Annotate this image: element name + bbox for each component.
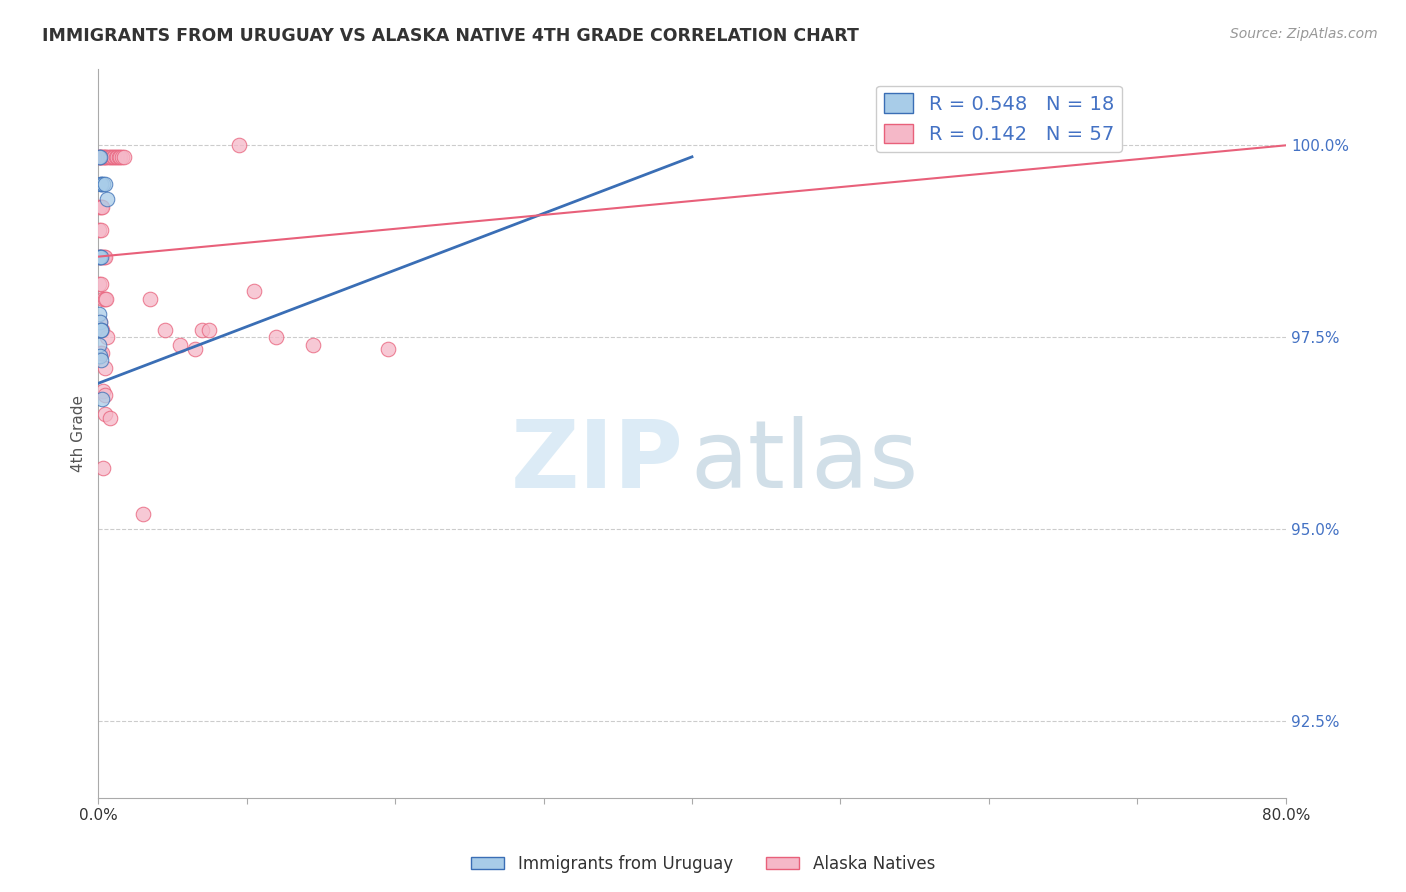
Point (90, 223, 112, 237)
Point (89, 150, 111, 164)
Point (96, 292, 118, 306)
Point (89, 277, 111, 291)
Point (96, 150, 118, 164)
Point (94, 177, 117, 191)
Point (90, 323, 112, 337)
Point (89, 338, 111, 352)
Point (90, 323, 112, 337)
Point (91, 384, 114, 398)
Point (90, 345, 112, 359)
Point (104, 150, 127, 164)
Point (93, 150, 115, 164)
Point (89, 315, 111, 329)
Point (105, 150, 128, 164)
Point (90, 353, 112, 368)
Point (89, 223, 111, 237)
Point (183, 342, 205, 356)
Text: atlas: atlas (690, 417, 920, 508)
Point (103, 150, 125, 164)
Point (198, 323, 221, 337)
Point (91, 250, 114, 264)
Point (100, 150, 122, 164)
Point (264, 330, 287, 344)
Point (91, 150, 114, 164)
Point (110, 150, 132, 164)
Point (94, 407, 117, 421)
Point (91, 200, 114, 214)
Point (90, 250, 112, 264)
Point (89, 150, 111, 164)
Point (90, 200, 112, 214)
Point (90, 277, 112, 291)
Point (243, 284, 266, 298)
Point (112, 150, 135, 164)
Text: IMMIGRANTS FROM URUGUAY VS ALASKA NATIVE 4TH GRADE CORRELATION CHART: IMMIGRANTS FROM URUGUAY VS ALASKA NATIVE… (42, 27, 859, 45)
Point (101, 150, 124, 164)
Point (96, 330, 118, 344)
Text: ZIP: ZIP (510, 417, 683, 508)
Point (90, 150, 112, 164)
Point (90, 177, 112, 191)
Point (377, 342, 399, 356)
Point (228, 138, 250, 153)
Point (89, 250, 111, 264)
Point (89, 350, 111, 364)
Point (89, 307, 111, 321)
Point (91, 392, 114, 406)
Point (91, 460, 114, 475)
Point (89, 250, 111, 264)
Point (97, 150, 120, 164)
Point (96, 192, 118, 206)
Point (93, 250, 115, 264)
Point (89, 250, 111, 264)
Y-axis label: 4th Grade: 4th Grade (72, 395, 86, 472)
Point (89, 345, 111, 359)
Point (91, 323, 114, 337)
Point (94, 250, 117, 264)
Point (94, 361, 117, 376)
Text: Source: ZipAtlas.com: Source: ZipAtlas.com (1230, 27, 1378, 41)
Point (191, 323, 214, 337)
Legend: Immigrants from Uruguay, Alaska Natives: Immigrants from Uruguay, Alaska Natives (464, 848, 942, 880)
Point (93, 292, 115, 306)
Point (89, 150, 111, 164)
Point (91, 177, 114, 191)
Point (98, 150, 121, 164)
Legend: R = 0.548   N = 18, R = 0.142   N = 57: R = 0.548 N = 18, R = 0.142 N = 57 (876, 86, 1122, 152)
Point (90, 177, 112, 191)
Point (89, 315, 111, 329)
Point (111, 150, 134, 164)
Point (90, 250, 112, 264)
Point (94, 150, 117, 164)
Point (107, 150, 129, 164)
Point (89, 200, 111, 214)
Point (153, 323, 176, 337)
Point (302, 338, 325, 352)
Point (93, 388, 115, 402)
Point (91, 292, 114, 306)
Point (98, 411, 121, 425)
Point (139, 292, 162, 306)
Point (169, 338, 191, 352)
Point (89, 150, 111, 164)
Point (90, 150, 112, 164)
Point (131, 507, 153, 521)
